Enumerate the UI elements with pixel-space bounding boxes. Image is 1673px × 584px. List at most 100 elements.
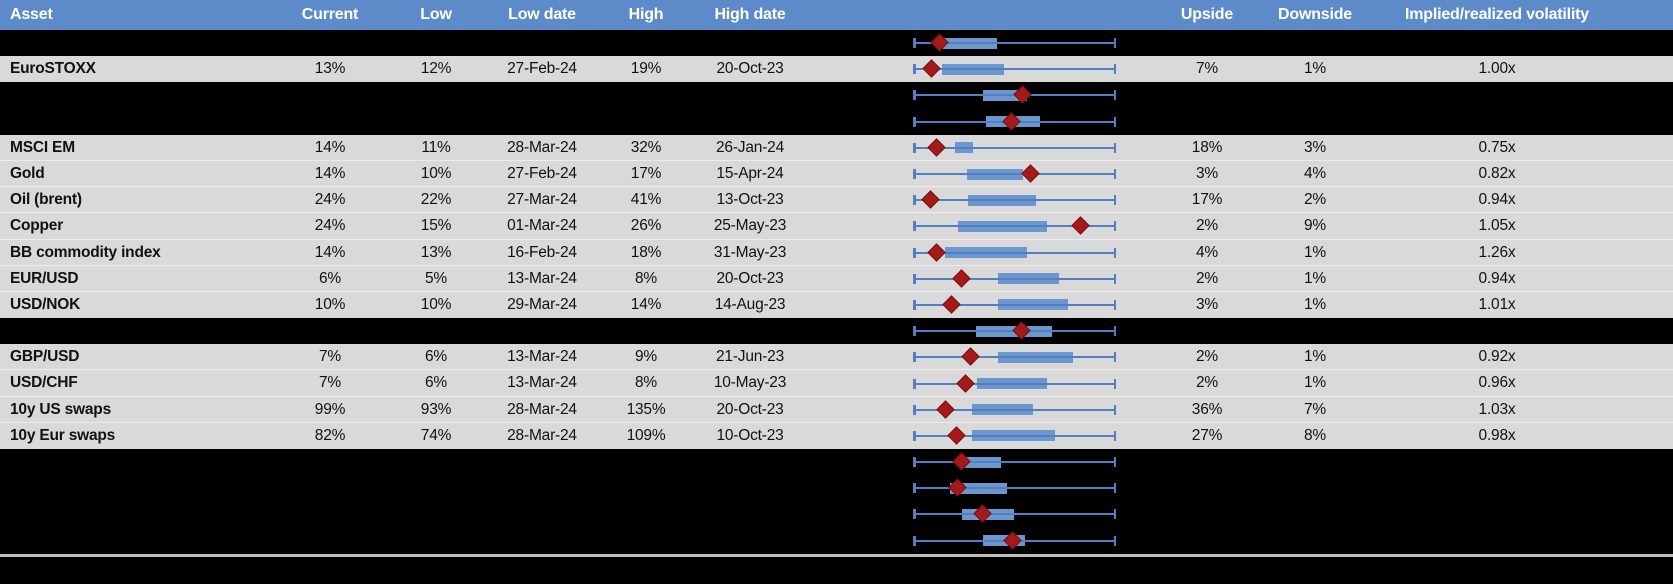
cell-low-date: 28-Mar-24 (507, 426, 577, 444)
cell-low: 22% (420, 191, 452, 209)
cell-low-date: 13-Mar-24 (507, 374, 577, 392)
cell-upside: 2% (1195, 269, 1218, 287)
cell-asset: Copper (10, 217, 64, 235)
cell-asset: 10y US swaps (10, 400, 111, 418)
cell-high-date: 14-Aug-23 (714, 295, 786, 313)
cell-low: 6% (424, 348, 447, 366)
cell-low: 10% (420, 164, 452, 182)
cell-high-date: 10-May-23 (713, 374, 787, 392)
whisker-cap-right (1113, 483, 1116, 494)
cell-high: 14% (630, 295, 662, 313)
current-marker-diamond (1012, 321, 1031, 340)
header-downside: Downside (1278, 6, 1352, 23)
cell-upside: 18% (1191, 138, 1223, 156)
whisker-cap-left (913, 273, 916, 284)
cell-low: 15% (420, 217, 452, 235)
whisker-cap-right (1113, 299, 1116, 310)
table-body: EuroSTOXX 13% 12% 27-Feb-24 19% 20-Oct-23 7% 1%… (0, 30, 1673, 554)
whisker-cap-right (1113, 38, 1116, 49)
spacer-row (0, 82, 1673, 109)
cell-high: 8% (634, 269, 657, 287)
boxplot (913, 370, 1116, 396)
whisker-cap-right (1113, 404, 1116, 415)
boxplot (913, 82, 1116, 108)
cell-high-date: 26-Jan-24 (716, 138, 784, 156)
cell-asset: EUR/USD (10, 269, 79, 287)
whisker-cap-right (1113, 352, 1116, 363)
whisker-cap-right (1113, 221, 1116, 232)
current-marker-diamond (1002, 111, 1021, 131)
cell-implied-realized-volatility: 1.03x (1478, 400, 1516, 418)
header-high: High (628, 6, 664, 23)
cell-low-date: 01-Mar-24 (507, 217, 577, 235)
cell-high: 8% (634, 374, 657, 392)
cell-low: 6% (424, 374, 447, 392)
cell-upside: 2% (1195, 374, 1218, 392)
cell-implied-realized-volatility: 1.05x (1478, 217, 1516, 235)
current-marker-diamond (948, 478, 967, 497)
cell-upside: 2% (1195, 348, 1218, 366)
current-marker-diamond (921, 190, 940, 209)
cell-high-date: 25-May-23 (713, 217, 787, 235)
table-row: BB commodity index 14% 13% 16-Feb-24 18% 31-M… (0, 239, 1673, 266)
whisker-line (913, 277, 1116, 280)
cell-asset: USD/NOK (10, 295, 81, 313)
cell-asset: USD/CHF (10, 374, 78, 392)
whisker-cap-left (913, 430, 916, 441)
cell-asset: GBP/USD (10, 348, 80, 366)
whisker-cap-right (1113, 378, 1116, 389)
cell-high: 17% (630, 164, 662, 182)
cell-upside: 3% (1195, 164, 1218, 182)
cell-current: 6% (318, 269, 341, 287)
table-row: Oil (brent) 24% 22% 27-Mar-24 41% 13-Oct-23 17… (0, 187, 1673, 214)
cell-implied-realized-volatility: 0.82x (1478, 164, 1516, 182)
whisker-line (913, 173, 1116, 176)
cell-low: 13% (420, 243, 452, 261)
cell-current: 99% (314, 400, 346, 418)
cell-downside: 1% (1303, 295, 1326, 313)
boxplot (913, 318, 1116, 344)
whisker-cap-left (913, 38, 916, 49)
cell-high-date: 31-May-23 (713, 243, 787, 261)
whisker-cap-left (913, 247, 916, 258)
cell-downside: 1% (1303, 269, 1326, 287)
spacer-row (0, 449, 1673, 476)
cell-high-date: 10-Oct-23 (716, 426, 784, 444)
boxplot (913, 528, 1116, 554)
spacer-row (0, 501, 1673, 528)
whisker-cap-right (1113, 169, 1116, 180)
whisker-cap-left (913, 90, 916, 101)
cell-downside: 4% (1303, 164, 1326, 182)
cell-downside: 1% (1303, 348, 1326, 366)
boxplot (913, 187, 1116, 213)
whisker-line (913, 356, 1116, 359)
cell-upside: 36% (1191, 400, 1223, 418)
header-asset: Asset (10, 6, 53, 23)
whisker-cap-right (1113, 247, 1116, 258)
cell-low-date: 28-Mar-24 (507, 400, 577, 418)
cell-asset: Gold (10, 164, 45, 182)
cell-high: 32% (630, 138, 662, 156)
current-marker-diamond (922, 59, 941, 78)
bottom-divider (0, 554, 1673, 557)
cell-asset: EuroSTOXX (10, 60, 96, 78)
cell-current: 10% (314, 295, 346, 313)
cell-current: 7% (318, 374, 341, 392)
current-marker-diamond (1021, 164, 1040, 183)
whisker-cap-left (913, 378, 916, 389)
cell-high: 19% (630, 60, 662, 78)
cell-low: 12% (420, 60, 452, 78)
table-row: Copper 24% 15% 01-Mar-24 26% 25-May-23 2% 9% 1.0… (0, 213, 1673, 240)
cell-downside: 1% (1303, 60, 1326, 78)
boxplot (913, 475, 1116, 501)
whisker-line (913, 42, 1116, 45)
cell-implied-realized-volatility: 0.75x (1478, 138, 1516, 156)
spacer-row (0, 108, 1673, 135)
boxplot (913, 266, 1116, 292)
cell-current: 82% (314, 426, 346, 444)
cell-current: 24% (314, 191, 346, 209)
cell-low: 93% (420, 400, 452, 418)
header-low-date: Low date (508, 6, 576, 23)
boxplot (913, 240, 1116, 266)
boxplot (913, 30, 1116, 56)
